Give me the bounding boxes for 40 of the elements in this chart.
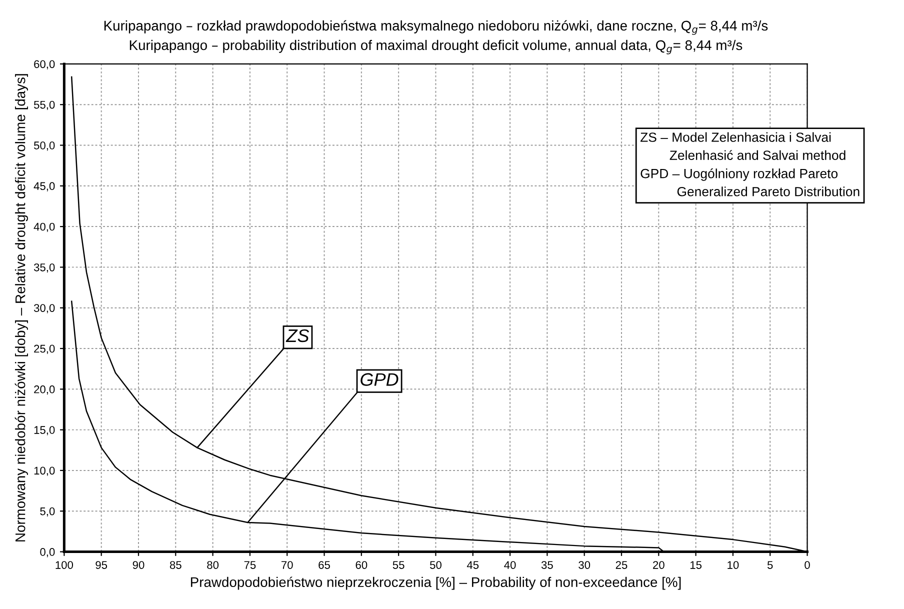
y-tick-label: 15,0: [34, 426, 55, 436]
x-tick-label: 45: [466, 561, 479, 569]
x-tick-label: 35: [541, 561, 553, 569]
x-tick-label: 15: [690, 561, 702, 569]
y-tick-label: 10,0: [34, 466, 55, 476]
y-tick-label: 60,0: [34, 60, 55, 70]
x-axis-title: Prawdopodobieństwo nieprzekroczenia [%] – Probability of non-exceedance [%]: [190, 576, 681, 590]
annotation: GPD: [360, 373, 398, 386]
y-tick-label: 5,0: [40, 507, 55, 517]
annotation: ZS – Model Zelenhasicia i Salvai Zelenhasić and Salvai method GPD – Uogólniony rozkład Pareto Generalized Pareto Distribution: [640, 132, 860, 196]
x-tick-label: 85: [170, 561, 182, 569]
x-tick-label: 70: [282, 561, 293, 569]
x-tick-label: 10: [728, 561, 739, 569]
x-tick-label: 65: [318, 561, 330, 569]
y-axis-title: Normowany niedobór niżówki [doby] – Relative drought deficit volume [days]: [14, 74, 28, 542]
y-tick-label: 20,0: [34, 385, 55, 395]
x-tick-label: 60: [356, 561, 368, 569]
x-tick-label: 20: [653, 561, 664, 569]
y-tick-label: 55,0: [34, 100, 55, 110]
y-tick-label: 25,0: [34, 344, 55, 354]
annotation: ZS: [286, 329, 310, 342]
x-tick-label: 25: [616, 561, 628, 569]
y-tick-label: 35,0: [34, 263, 55, 273]
x-tick-label: 55: [392, 561, 404, 569]
x-tick-label: 100: [56, 561, 74, 569]
x-tick-label: 30: [578, 561, 590, 569]
x-tick-label: 5: [767, 561, 773, 569]
y-tick-label: 30,0: [34, 304, 55, 314]
chart-title: Kuripapango – rozkład prawdopodobieństwa maksymalnego niedoboru niżówki, dane roczne, Q$_{g}$= 8,44 m³/s Kuripapango – probability distribution of maximal drought deficit volume, annual data, Q$_{g}$= 8,44 m³/s: [104, 20, 768, 54]
x-tick-label: 80: [207, 561, 219, 569]
x-tick-label: 50: [430, 561, 442, 569]
x-tick-label: 75: [244, 561, 256, 569]
x-tick-label: 40: [504, 561, 516, 569]
x-tick-label: 90: [132, 561, 144, 569]
y-tick-label: 50,0: [34, 142, 55, 151]
x-tick-label: 0: [804, 561, 810, 569]
y-tick-label: 40,0: [34, 222, 55, 232]
y-tick-label: 0,0: [40, 548, 55, 558]
x-tick-label: 95: [96, 561, 108, 569]
y-tick-label: 45,0: [34, 182, 55, 192]
